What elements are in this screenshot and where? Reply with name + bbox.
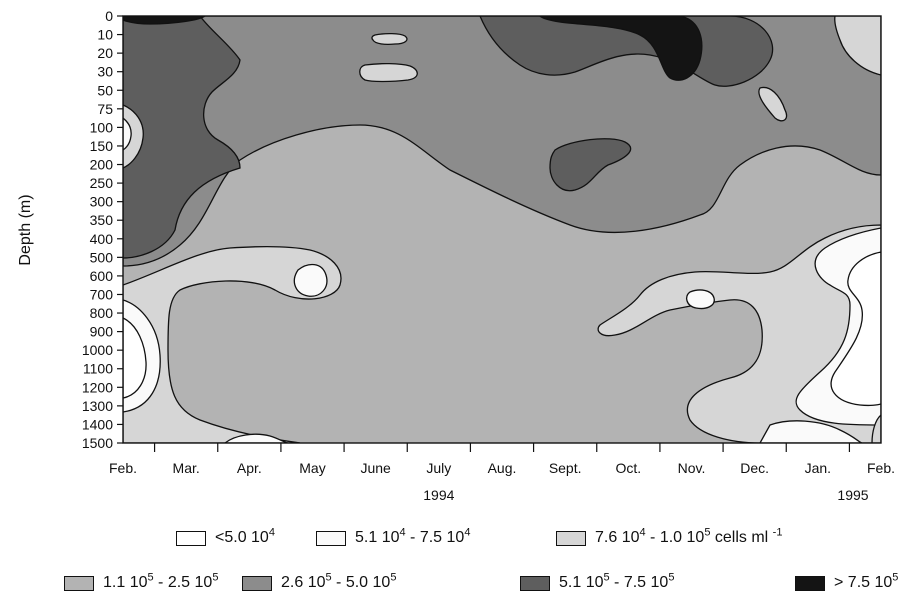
zone-class-3-topright: [834, 16, 881, 76]
y-tick-label: 1000: [82, 342, 113, 358]
y-tick-label: 300: [90, 194, 114, 210]
zone-class-7-top: [539, 16, 703, 81]
y-tick-label: 75: [97, 101, 113, 117]
x-tick-label: Dec.: [740, 460, 769, 476]
zone-class-6-left: [123, 16, 241, 259]
x-axis: Feb. Mar. Apr. May June July Aug. Sept. Oct. Nov.…: [109, 443, 895, 503]
zone-class-1-right: [830, 251, 881, 407]
x-tick-label: June: [360, 460, 391, 476]
y-tick-label: 700: [90, 286, 114, 302]
zone-class-3-leftedge-inner: [123, 117, 132, 151]
zone-class-3-june-2: [371, 32, 408, 46]
x-tick-label: Apr.: [237, 460, 262, 476]
x-tick-label: July: [426, 460, 451, 476]
y-tick-label: 1400: [82, 416, 113, 432]
y-tick-label: 250: [90, 175, 114, 191]
x-tick-label: Feb.: [867, 460, 895, 476]
zone-class-2-nov: [685, 289, 715, 310]
y-tick-label: 200: [90, 157, 114, 173]
y-tick-label: 50: [97, 82, 113, 98]
x-tick-label: Mar.: [173, 460, 200, 476]
y-tick-label: 0: [105, 8, 113, 24]
y-tick-label: 900: [90, 324, 114, 340]
y-tick-label: 1500: [82, 435, 113, 451]
zone-class-3-dec: [758, 86, 788, 122]
x-tick-label: Sept.: [549, 460, 582, 476]
zone-class-2-may: [293, 263, 328, 297]
x-tick-label: Oct.: [615, 460, 641, 476]
zone-class-7-corner: [123, 16, 207, 25]
y-tick-label: 500: [90, 249, 114, 265]
y-axis-title: Depth (m): [17, 194, 34, 265]
x-tick-label: Nov.: [678, 460, 706, 476]
x-tick-label: Jan.: [805, 460, 831, 476]
zone-class-5-upper: [123, 16, 881, 267]
y-tick-label: 1300: [82, 398, 113, 414]
y-tick-label: 400: [90, 231, 114, 247]
y-tick-label: 10: [97, 27, 113, 43]
y-tick-label: 150: [90, 138, 114, 154]
zone-class-3-june-1: [359, 62, 418, 83]
y-tick-label: 800: [90, 305, 114, 321]
zone-class-6-sept: [549, 138, 632, 192]
plot-frame: [122, 15, 882, 444]
x-tick-label: Aug.: [488, 460, 517, 476]
y-tick-label: 100: [90, 119, 114, 135]
y-tick-label: 600: [90, 268, 114, 284]
zone-class-3-bottomright-edge: [871, 414, 881, 443]
x-tick-label: Feb.: [109, 460, 137, 476]
year-label: 1995: [837, 487, 868, 503]
y-tick-label: 20: [97, 45, 113, 61]
year-label: 1994: [423, 487, 454, 503]
y-tick-label: 30: [97, 64, 113, 80]
zone-class-3-leftedge: [123, 104, 144, 169]
y-tick-label: 350: [90, 212, 114, 228]
y-tick-label: 1100: [83, 361, 113, 377]
zone-class-1-lowerleft: [123, 317, 147, 399]
x-tick-label: May: [299, 460, 325, 476]
y-tick-label: 1200: [82, 379, 113, 395]
y-axis: 0 10 20 30 50 75 100 150 200 250 300 350 400 500 600 70…: [82, 8, 123, 451]
